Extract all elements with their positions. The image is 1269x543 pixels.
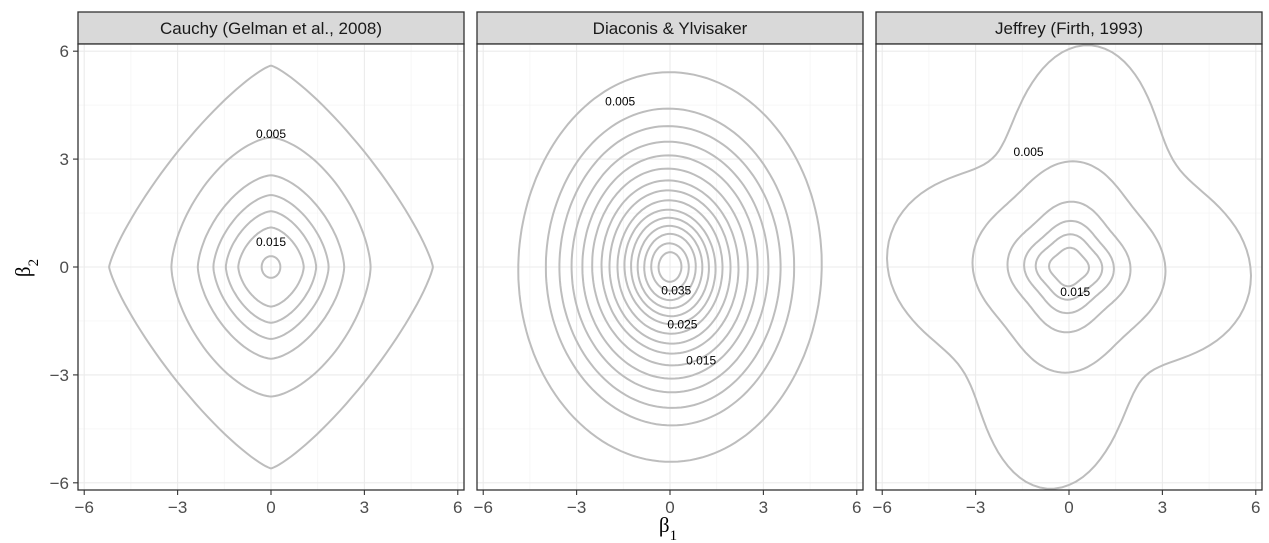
grid-1 [78,44,464,490]
contours-1 [108,64,434,470]
contour-line [591,167,749,367]
x-tick-label: 3 [360,498,369,517]
facet-strip-1 [77,11,465,45]
x-tick-label: 0 [665,498,674,517]
contour-line [1023,219,1115,315]
x-tick-label: −3 [966,498,985,517]
contours-2 [517,71,823,463]
y-axis-title: β2 [11,259,42,277]
facet-strip-2 [476,11,864,45]
contour-line [630,216,710,318]
contour-label: 0.015 [686,354,716,368]
x-axis-title: β1 [659,513,677,543]
x-tick-label: 3 [1158,498,1167,517]
contour-line [544,107,796,427]
facet-panel-1: Cauchy (Gelman et al., 2008) 0.005 0.015 −6… [50,11,465,517]
x-tick-label: 6 [453,498,462,517]
contour-line [657,251,683,283]
contour-line [636,224,704,310]
x-tick-label: 0 [1064,498,1073,517]
contour-line [616,199,724,335]
contour-line [224,210,318,324]
contour-line [650,242,690,292]
facet-strip-title-3: Jeffrey (Firth, 1993) [995,19,1143,38]
x-tick-label: −6 [474,498,493,517]
y-tick-label: 3 [60,150,69,169]
x-tick-label: 6 [1251,498,1260,517]
y-tick-label: −6 [50,474,69,493]
y-tick-label: −3 [50,366,69,385]
x-tick-label: 3 [759,498,768,517]
contour-line [885,44,1253,490]
contour-line [600,179,740,355]
contour-line [237,226,305,308]
x-tick-label: 0 [266,498,275,517]
y-axis-title-subscript: 2 [26,259,42,267]
x-axis-title-subscript: 1 [670,528,678,543]
contour-line [558,125,782,409]
contour-line [971,160,1167,374]
contour-line [608,189,732,345]
contour-line [643,232,697,302]
grid-2 [477,44,863,490]
contour-line [212,194,330,340]
contour-label: 0.015 [1060,285,1090,299]
contour-line [260,255,282,279]
contour-line [108,64,434,470]
contour-label: 0.005 [1014,145,1044,159]
contours-3 [885,44,1253,490]
contour-line [623,208,717,326]
x-tick-label: −6 [873,498,892,517]
y-tick-label: 6 [60,42,69,61]
contour-label: 0.025 [667,318,697,332]
grid-3 [876,44,1262,490]
x-tick-label: −6 [75,498,94,517]
contour-line [517,71,823,463]
x-tick-label: −3 [567,498,586,517]
contour-line [196,174,346,360]
y-tick-label: 0 [60,258,69,277]
x-tick-label: 6 [852,498,861,517]
contour-line [1034,233,1104,301]
contour-line [170,136,372,398]
facet-strip-title-2: Diaconis & Ylvisaker [593,19,748,38]
contour-label: 0.005 [256,127,286,141]
contour-line [581,154,759,380]
contour-line [570,140,770,394]
contour-line [1006,200,1132,334]
contour-line [1047,246,1091,288]
facet-strip-title-1: Cauchy (Gelman et al., 2008) [160,19,382,38]
contour-label: 0.035 [661,283,691,297]
x-tick-label: −3 [168,498,187,517]
contour-label: 0.015 [256,235,286,249]
facet-panel-3: Jeffrey (Firth, 1993) 0.005 0.015 −6 −3 0 3 6 [873,11,1263,517]
contour-label: 0.005 [605,95,635,109]
facet-panel-2: Diaconis & Ylvisaker 0.005 0.035 0.025 0.015… [474,11,864,517]
